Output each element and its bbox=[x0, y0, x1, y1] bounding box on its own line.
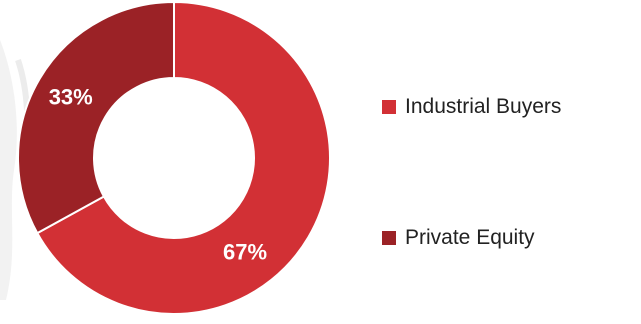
legend-item-industrial-buyers: Industrial Buyers bbox=[382, 95, 561, 119]
legend-swatch-private-equity bbox=[382, 231, 396, 245]
legend-swatch-industrial-buyers bbox=[382, 100, 396, 114]
slice-label-private-equity: 33% bbox=[49, 84, 93, 109]
legend-label-private-equity: Private Equity bbox=[405, 226, 535, 249]
slice-private-equity bbox=[17, 0, 175, 235]
slice-labels-group: 67% 33% bbox=[49, 84, 267, 264]
slices-group bbox=[17, 0, 331, 315]
legend-label-industrial-buyers: Industrial Buyers bbox=[405, 95, 562, 118]
slice-industrial-buyers bbox=[35, 0, 331, 315]
slice-label-industrial-buyers: 67% bbox=[223, 240, 267, 265]
legend-item-private-equity: Private Equity bbox=[382, 226, 535, 250]
